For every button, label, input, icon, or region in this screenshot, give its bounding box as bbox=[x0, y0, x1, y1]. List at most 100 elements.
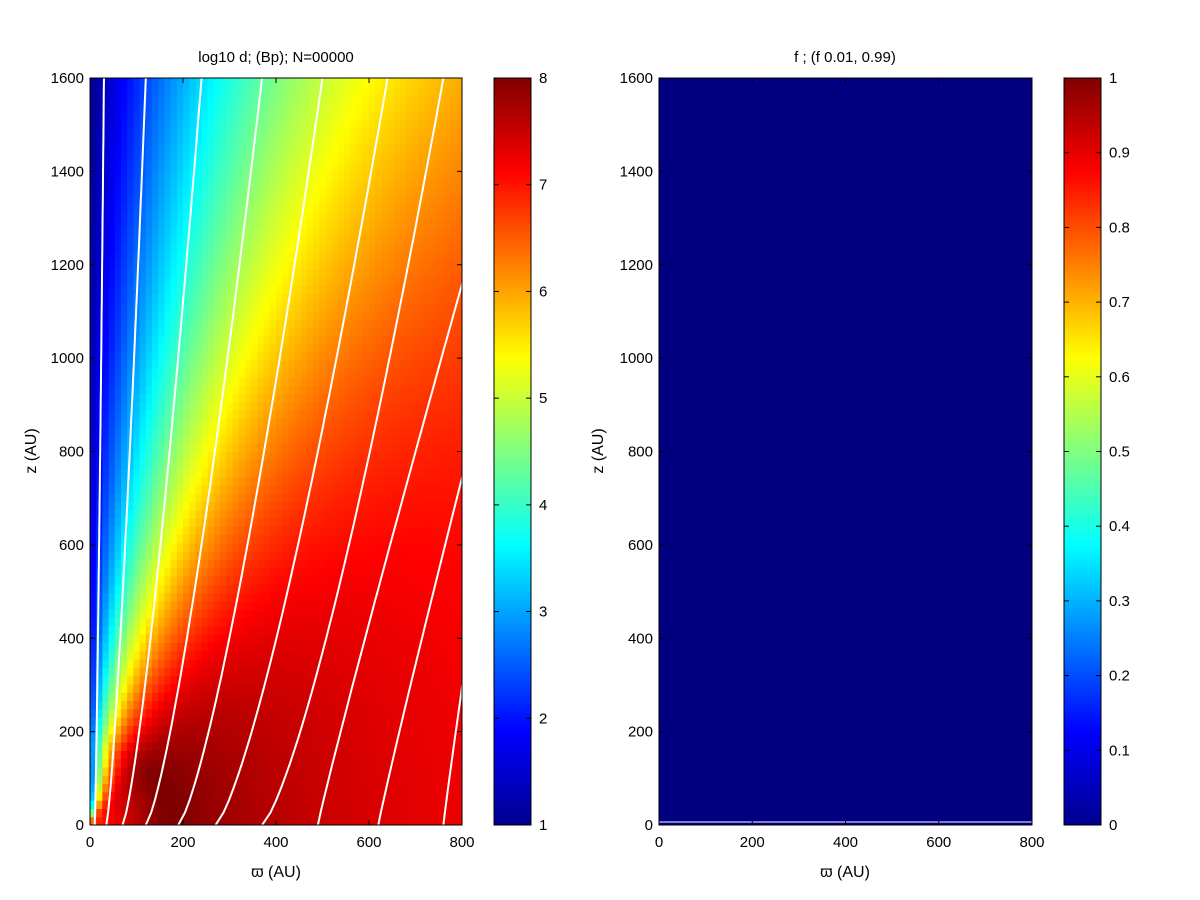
density-cell bbox=[393, 526, 401, 536]
density-cell bbox=[369, 468, 376, 477]
density-cell bbox=[288, 102, 296, 112]
density-cell bbox=[412, 600, 420, 610]
density-cell bbox=[127, 717, 134, 726]
density-cell bbox=[214, 766, 221, 776]
density-cell bbox=[356, 534, 364, 544]
density-cell bbox=[164, 335, 172, 345]
density-cell bbox=[195, 816, 203, 825]
density-cell bbox=[350, 559, 358, 569]
density-cell bbox=[263, 542, 271, 552]
density-cell bbox=[387, 127, 395, 137]
density-cell bbox=[375, 177, 382, 187]
density-cell bbox=[164, 385, 172, 394]
density-cell bbox=[418, 335, 426, 345]
density-cell bbox=[424, 426, 432, 436]
density-cell bbox=[325, 94, 333, 104]
density-cell bbox=[170, 567, 178, 577]
density-cell bbox=[307, 642, 314, 652]
density-cell bbox=[133, 542, 141, 552]
density-cell bbox=[313, 343, 320, 353]
density-cell bbox=[139, 683, 147, 693]
density-cell bbox=[257, 700, 265, 710]
density-cell bbox=[344, 318, 351, 328]
density-cell bbox=[183, 501, 190, 511]
density-cell bbox=[220, 343, 227, 353]
density-cell bbox=[238, 451, 246, 461]
density-cell bbox=[350, 733, 358, 743]
density-cell bbox=[139, 509, 147, 519]
density-cell bbox=[139, 293, 147, 303]
density-cell bbox=[319, 401, 327, 411]
density-cell bbox=[431, 484, 438, 494]
density-cell bbox=[418, 327, 426, 336]
density-cell bbox=[108, 559, 116, 569]
density-cell bbox=[338, 758, 345, 768]
density-cell bbox=[369, 376, 376, 386]
density-cell bbox=[338, 102, 345, 112]
density-cell bbox=[412, 86, 420, 96]
density-cell bbox=[133, 434, 141, 444]
density-cell bbox=[263, 410, 271, 419]
density-cell bbox=[319, 219, 327, 228]
density-cell bbox=[207, 708, 215, 718]
density-cell bbox=[344, 800, 351, 809]
density-cell bbox=[369, 202, 376, 212]
density-cell bbox=[145, 318, 153, 328]
density-cell bbox=[164, 534, 172, 544]
density-cell bbox=[96, 800, 103, 809]
density-cell bbox=[114, 210, 122, 220]
density-cell bbox=[90, 609, 97, 619]
density-cell bbox=[288, 368, 296, 378]
density-cell bbox=[183, 161, 190, 170]
density-cell bbox=[96, 376, 103, 386]
density-cell bbox=[331, 667, 339, 677]
density-cell bbox=[263, 161, 271, 170]
density-cell bbox=[288, 376, 296, 386]
density-cell bbox=[226, 742, 234, 751]
density-cell bbox=[133, 808, 141, 818]
density-cell bbox=[145, 526, 153, 536]
density-cell bbox=[331, 318, 339, 328]
density-cell bbox=[220, 600, 227, 610]
density-cell bbox=[145, 717, 153, 726]
density-cell bbox=[307, 683, 314, 693]
density-cell bbox=[393, 700, 401, 710]
density-cell bbox=[276, 717, 283, 726]
density-cell bbox=[114, 252, 122, 262]
density-cell bbox=[263, 169, 271, 179]
density-cell bbox=[257, 783, 265, 793]
density-cell bbox=[102, 509, 110, 519]
density-cell bbox=[406, 327, 413, 336]
density-cell bbox=[121, 708, 128, 718]
density-cell bbox=[424, 410, 432, 419]
density-cell bbox=[319, 360, 327, 370]
density-cell bbox=[170, 260, 178, 270]
density-cell bbox=[145, 634, 153, 643]
density-cell bbox=[282, 102, 289, 112]
density-cell bbox=[375, 509, 382, 519]
density-cell bbox=[331, 526, 339, 536]
density-cell bbox=[288, 219, 296, 228]
density-cell bbox=[350, 501, 358, 511]
density-cell bbox=[431, 476, 438, 486]
density-cell bbox=[307, 260, 314, 270]
density-cell bbox=[145, 185, 153, 195]
density-cell bbox=[220, 368, 227, 378]
density-cell bbox=[96, 617, 103, 627]
density-cell bbox=[393, 360, 401, 370]
density-cell bbox=[121, 667, 128, 677]
density-cell bbox=[350, 202, 358, 212]
density-cell bbox=[288, 617, 296, 627]
density-cell bbox=[331, 775, 339, 785]
density-cell bbox=[362, 202, 370, 212]
density-cell bbox=[282, 310, 289, 320]
density-cell bbox=[269, 476, 277, 486]
density-cell bbox=[412, 161, 420, 170]
density-cell bbox=[313, 592, 320, 602]
density-cell bbox=[356, 418, 364, 428]
density-cell bbox=[127, 185, 134, 195]
density-cell bbox=[226, 144, 234, 154]
density-cell bbox=[214, 285, 221, 295]
density-cell bbox=[189, 791, 196, 801]
density-cell bbox=[369, 360, 376, 370]
